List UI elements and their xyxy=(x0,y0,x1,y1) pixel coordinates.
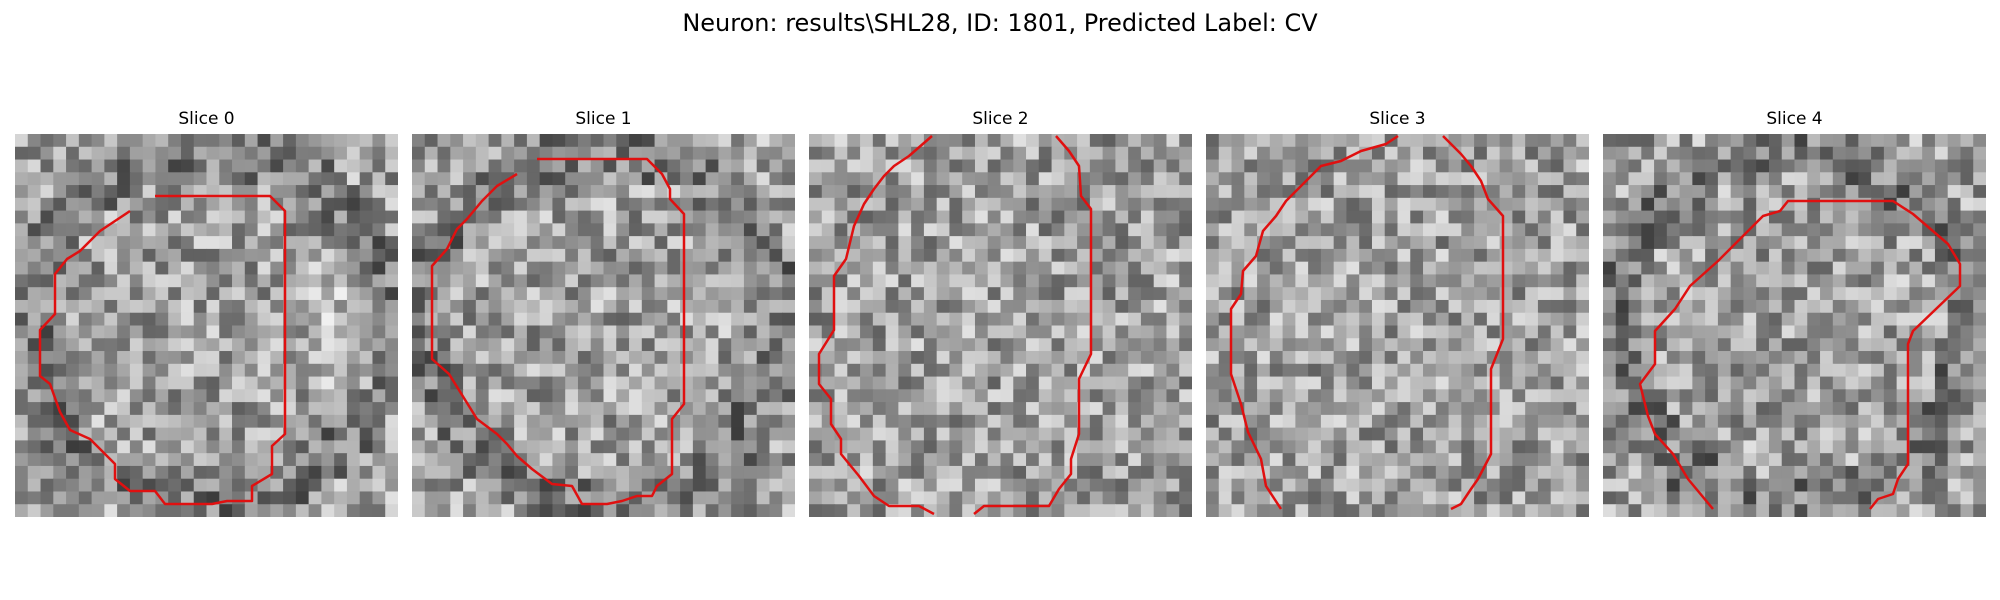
segmentation-contour-2b xyxy=(973,135,1093,515)
slice-image-4 xyxy=(1603,134,1986,517)
slice-title-2: Slice 2 xyxy=(972,109,1029,129)
slice-title-4: Slice 4 xyxy=(1766,109,1823,129)
slice-image-0 xyxy=(15,134,398,517)
segmentation-contour-0 xyxy=(38,194,287,506)
segmentation-contour-3b xyxy=(1442,135,1505,511)
slice-image-1 xyxy=(412,134,795,517)
segmentation-contour-4 xyxy=(1638,199,1962,510)
slice-image-3 xyxy=(1206,134,1589,517)
slice-title-3: Slice 3 xyxy=(1369,109,1426,129)
slice-title-1: Slice 1 xyxy=(575,109,632,129)
segmentation-contour-2 xyxy=(817,135,935,516)
slice-title-0: Slice 0 xyxy=(178,109,235,129)
segmentation-contour-1 xyxy=(430,157,686,506)
slice-image-2 xyxy=(809,134,1192,517)
segmentation-contour-3 xyxy=(1229,134,1399,510)
figure-title: Neuron: results\SHL28, ID: 1801, Predict… xyxy=(682,9,1318,37)
